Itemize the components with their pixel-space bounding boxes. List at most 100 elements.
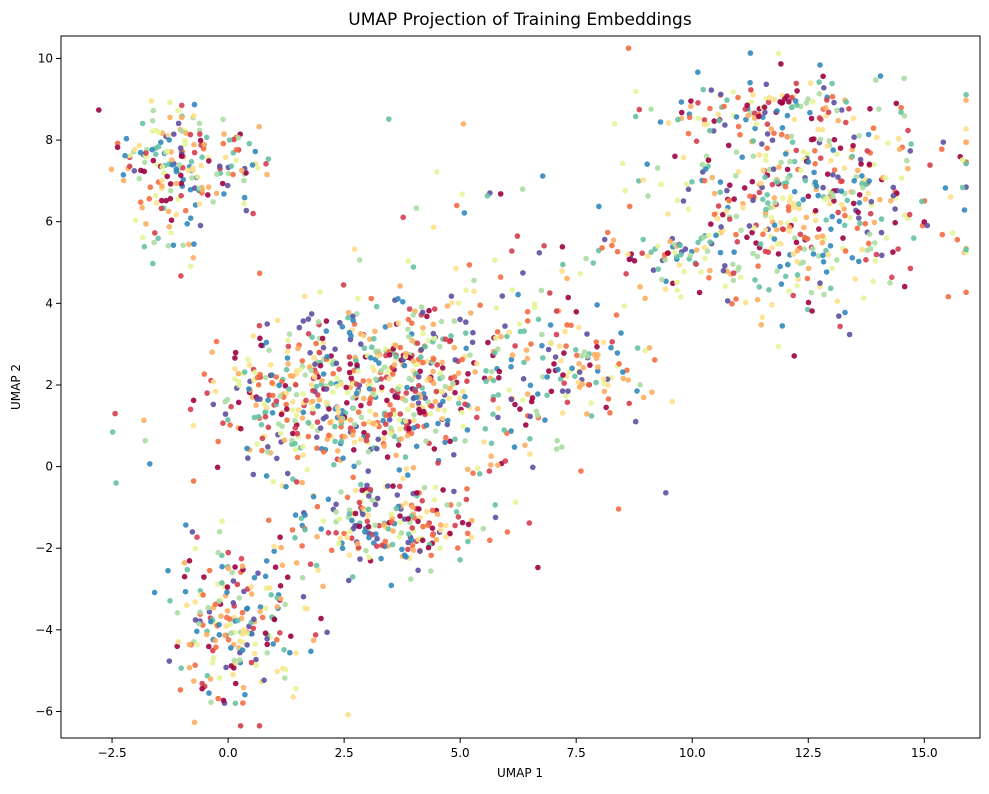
scatter-point bbox=[472, 369, 478, 375]
scatter-point bbox=[801, 224, 807, 231]
scatter-point bbox=[687, 252, 694, 259]
scatter-point bbox=[890, 249, 896, 255]
scatter-point bbox=[825, 109, 832, 116]
scatter-point bbox=[136, 175, 143, 182]
scatter-point bbox=[246, 362, 253, 368]
points-layer bbox=[96, 45, 969, 729]
scatter-point bbox=[405, 258, 411, 264]
scatter-point bbox=[434, 511, 441, 517]
scatter-point bbox=[646, 345, 653, 351]
scatter-point bbox=[791, 188, 798, 195]
scatter-point bbox=[812, 148, 818, 154]
scatter-point bbox=[771, 236, 778, 242]
scatter-point bbox=[462, 393, 468, 400]
scatter-point bbox=[232, 366, 238, 372]
y-tick-label: 2 bbox=[45, 378, 53, 392]
scatter-point bbox=[178, 128, 185, 134]
scatter-point bbox=[360, 378, 367, 384]
scatter-point bbox=[333, 360, 340, 367]
scatter-point bbox=[750, 138, 757, 144]
scatter-point bbox=[208, 618, 214, 625]
scatter-point bbox=[578, 353, 585, 359]
scatter-point bbox=[372, 328, 378, 335]
scatter-point bbox=[841, 165, 848, 171]
scatter-point bbox=[498, 333, 504, 340]
scatter-point bbox=[311, 354, 318, 361]
scatter-point bbox=[224, 608, 231, 614]
scatter-point bbox=[824, 97, 830, 103]
scatter-point bbox=[524, 308, 531, 315]
scatter-point bbox=[114, 144, 121, 151]
scatter-point bbox=[462, 438, 468, 444]
scatter-point bbox=[852, 276, 858, 282]
scatter-point bbox=[759, 314, 766, 321]
scatter-point bbox=[893, 100, 900, 107]
scatter-point bbox=[408, 576, 414, 582]
scatter-point bbox=[175, 107, 181, 114]
scatter-point bbox=[369, 497, 376, 504]
scatter-point bbox=[277, 534, 283, 540]
scatter-point bbox=[737, 274, 744, 281]
scatter-point bbox=[308, 648, 314, 655]
scatter-point bbox=[740, 205, 746, 211]
scatter-point bbox=[770, 166, 777, 172]
scatter-point bbox=[216, 528, 223, 535]
scatter-point bbox=[522, 442, 528, 449]
scatter-point bbox=[353, 358, 359, 364]
scatter-point bbox=[261, 400, 267, 407]
scatter-point bbox=[542, 417, 548, 423]
scatter-point bbox=[778, 159, 784, 166]
scatter-point bbox=[528, 341, 534, 347]
scatter-point bbox=[839, 178, 845, 184]
scatter-point bbox=[815, 126, 821, 133]
scatter-point bbox=[274, 604, 281, 610]
scatter-point bbox=[263, 404, 270, 411]
scatter-point bbox=[820, 259, 827, 265]
scatter-point bbox=[797, 231, 804, 238]
scatter-point bbox=[285, 343, 292, 350]
scatter-point bbox=[536, 250, 543, 256]
scatter-point bbox=[271, 543, 277, 550]
scatter-point bbox=[841, 206, 847, 212]
scatter-point bbox=[805, 299, 812, 306]
scatter-point bbox=[191, 149, 198, 156]
scatter-point bbox=[239, 167, 245, 174]
scatter-point bbox=[252, 641, 258, 647]
scatter-point bbox=[300, 409, 307, 416]
scatter-point bbox=[178, 153, 185, 159]
scatter-point bbox=[320, 415, 327, 422]
scatter-point bbox=[192, 599, 198, 605]
scatter-point bbox=[361, 421, 367, 427]
scatter-point bbox=[169, 162, 175, 168]
scatter-point bbox=[369, 344, 375, 351]
scatter-point bbox=[492, 502, 499, 508]
scatter-point bbox=[264, 636, 270, 642]
scatter-point bbox=[151, 589, 158, 596]
scatter-point bbox=[411, 417, 417, 424]
scatter-point bbox=[496, 368, 503, 375]
scatter-point bbox=[227, 422, 233, 428]
scatter-point bbox=[261, 677, 267, 683]
scatter-point bbox=[587, 362, 593, 368]
scatter-point bbox=[360, 333, 367, 339]
scatter-point bbox=[219, 180, 226, 187]
scatter-point bbox=[429, 532, 436, 538]
scatter-point bbox=[639, 250, 645, 256]
scatter-point bbox=[722, 263, 728, 269]
scatter-point bbox=[741, 185, 748, 191]
scatter-point bbox=[774, 179, 781, 185]
scatter-point bbox=[114, 140, 121, 147]
scatter-point bbox=[209, 660, 216, 666]
y-axis-label: UMAP 2 bbox=[9, 364, 23, 410]
scatter-point bbox=[814, 234, 821, 240]
scatter-point bbox=[195, 174, 201, 180]
scatter-point bbox=[462, 401, 468, 408]
scatter-point bbox=[254, 441, 260, 447]
scatter-point bbox=[733, 231, 739, 238]
scatter-point bbox=[456, 501, 462, 508]
scatter-point bbox=[316, 349, 323, 356]
scatter-point bbox=[405, 406, 411, 413]
scatter-point bbox=[398, 436, 405, 442]
scatter-point bbox=[669, 398, 676, 405]
scatter-point bbox=[705, 232, 712, 239]
